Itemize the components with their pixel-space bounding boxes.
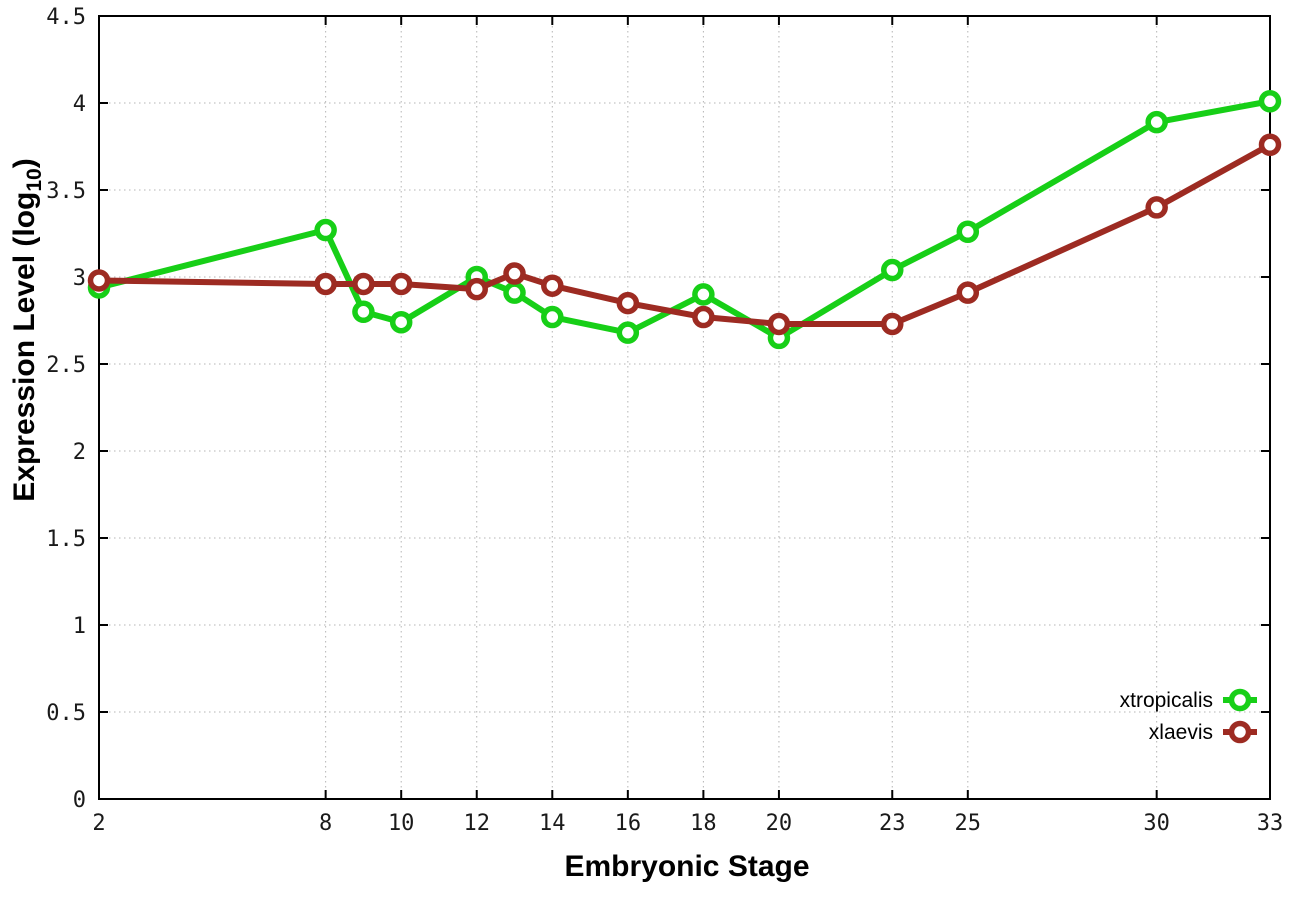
y-tick-label-4.5: 4.5	[46, 5, 86, 30]
x-tick-label-10: 10	[388, 811, 415, 836]
legend-label-xlaevis: xlaevis	[1149, 721, 1213, 744]
data-point-xtropicalis-stage-9	[352, 300, 375, 324]
series-line-xlaevis	[96, 141, 1273, 327]
data-point-xlaevis-stage-16	[616, 291, 640, 315]
y-tick-label-4: 4	[73, 92, 86, 117]
data-point-xlaevis-stage-20	[767, 312, 791, 336]
y-axis-title: Expression Level (log10)	[8, 158, 46, 501]
data-point-xtropicalis-stage-25	[956, 220, 980, 244]
y-tick-label-3: 3	[73, 266, 86, 291]
grid-layer	[99, 16, 1270, 799]
x-tick-label-16: 16	[615, 811, 642, 836]
x-tick-label-23: 23	[879, 811, 906, 836]
series-line-xtropicalis	[96, 98, 1273, 341]
x-tick-label-30: 30	[1143, 811, 1170, 836]
x-tick-label-33: 33	[1257, 811, 1284, 836]
data-point-xlaevis-stage-13	[503, 262, 526, 285]
x-tick-label-20: 20	[766, 811, 793, 836]
legend-item-xtropicalis: xtropicalis	[1120, 688, 1257, 712]
x-axis-title: Embryonic Stage	[564, 850, 809, 883]
plot-border	[98, 15, 1271, 800]
data-point-xtropicalis-stage-33	[1258, 90, 1282, 113]
data-point-xlaevis-stage-9	[352, 272, 375, 296]
data-point-xtropicalis-stage-23	[881, 258, 904, 282]
data-point-xtropicalis-stage-13	[503, 281, 526, 304]
data-point-xlaevis-stage-23	[881, 312, 904, 336]
series-layer	[87, 90, 1282, 350]
series-xlaevis	[87, 133, 1282, 336]
y-tick-label-1.5: 1.5	[46, 527, 86, 552]
x-tick-label-14: 14	[539, 811, 566, 836]
axes-layer: 2 8 10 12 14 16 18 20 23 25 30 33 0 0.5 1 1.5 2 2.5 3 3.5 4 4…	[46, 5, 1283, 836]
legend-marker-xlaevis	[1228, 720, 1252, 744]
y-tick-label-0: 0	[73, 788, 86, 813]
y-tick-label-2: 2	[73, 440, 86, 465]
data-point-xlaevis-stage-33	[1258, 133, 1282, 157]
data-point-xlaevis-stage-2	[87, 269, 111, 292]
data-point-xtropicalis-stage-18	[692, 283, 715, 306]
legend-label-xtropicalis: xtropicalis	[1120, 689, 1213, 712]
x-tick-label-25: 25	[955, 811, 982, 836]
data-point-xlaevis-stage-14	[541, 274, 564, 297]
data-point-xtropicalis-stage-14	[541, 305, 564, 329]
y-tick-label-0.5: 0.5	[46, 701, 86, 726]
data-point-xlaevis-stage-25	[956, 281, 980, 304]
legend-item-xlaevis: xlaevis	[1149, 720, 1257, 744]
data-point-xtropicalis-stage-16	[616, 321, 640, 344]
data-point-xlaevis-stage-30	[1145, 196, 1168, 219]
y-tick-label-1: 1	[73, 614, 86, 639]
data-point-xlaevis-stage-18	[692, 305, 715, 329]
series-xtropicalis	[87, 90, 1282, 350]
y-tick-label-2.5: 2.5	[46, 353, 86, 378]
data-point-xtropicalis-stage-8	[314, 218, 337, 242]
data-point-xlaevis-stage-10	[389, 272, 413, 296]
legend: xtropicalis xlaevis	[1120, 688, 1257, 744]
data-point-xlaevis-stage-8	[314, 272, 337, 296]
x-tick-label-18: 18	[690, 811, 717, 836]
x-tick-label-8: 8	[319, 811, 332, 836]
y-tick-label-3.5: 3.5	[46, 179, 86, 204]
x-tick-label-12: 12	[463, 811, 490, 836]
legend-marker-xtropicalis	[1228, 688, 1252, 712]
data-point-xtropicalis-stage-30	[1145, 110, 1168, 134]
data-point-xlaevis-stage-12	[465, 277, 488, 301]
x-tick-label-2: 2	[92, 811, 105, 836]
data-point-xtropicalis-stage-10	[389, 310, 413, 334]
